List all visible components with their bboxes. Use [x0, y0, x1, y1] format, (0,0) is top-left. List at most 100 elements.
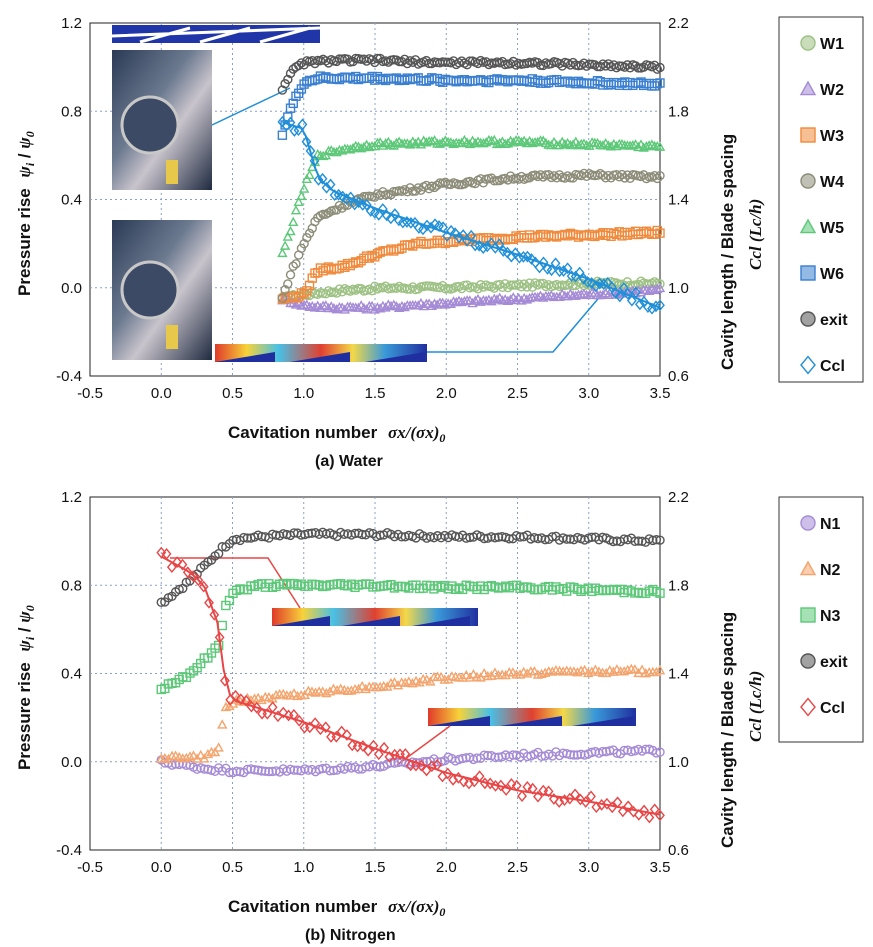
- data-point-ccl: [614, 290, 625, 303]
- y-left-tick-label: 0.8: [61, 103, 82, 120]
- x-tick-label: 3.0: [578, 385, 599, 402]
- data-point-ccl: [639, 804, 649, 817]
- data-point-ccl: [644, 811, 655, 824]
- data-point-exit: [350, 528, 360, 539]
- legend-items: W1 W2 W3 W4 W5 W6 exit Ccl: [799, 35, 848, 375]
- data-point-ccl: [278, 706, 289, 719]
- data-point-n1: [597, 746, 608, 757]
- data-point-w2: [562, 290, 573, 301]
- data-point-exit: [568, 57, 578, 68]
- data-point-w2: [459, 295, 470, 306]
- data-point-n2: [478, 667, 490, 678]
- data-point-w1: [462, 280, 472, 290]
- data-point-w3: [652, 225, 662, 236]
- data-point-ccl: [647, 302, 657, 315]
- legend-item-ccl: Ccl: [800, 697, 845, 717]
- data-point-w5: [643, 140, 655, 150]
- data-point-w5: [521, 137, 533, 148]
- data-point-ccl: [464, 777, 474, 790]
- data-point-n1: [289, 765, 299, 775]
- data-point-n1: [393, 757, 403, 768]
- x-tick-label: -0.5: [77, 385, 103, 402]
- data-point-w1: [516, 282, 527, 292]
- data-point-w3: [304, 280, 315, 291]
- data-point-w5: [489, 134, 500, 145]
- data-point-w4: [285, 270, 296, 280]
- data-point-w6: [291, 91, 301, 101]
- data-point-w4: [429, 182, 440, 193]
- y-left-tick-label: 0.0: [61, 280, 82, 297]
- data-point-ccl: [655, 299, 665, 312]
- legend-item-w6: W6: [800, 265, 844, 283]
- data-point-w6: [649, 81, 660, 91]
- data-point-n2: [184, 751, 196, 761]
- legend-label: W2: [820, 82, 844, 99]
- data-point-w2: [290, 299, 302, 309]
- data-point-n2: [407, 677, 418, 688]
- simulation-strip-bottom: [215, 344, 427, 362]
- data-point-exit: [461, 533, 471, 543]
- data-point-ccl: [182, 566, 193, 579]
- data-point-exit: [655, 535, 665, 545]
- data-point-w4: [296, 243, 307, 254]
- data-point-w2: [489, 293, 500, 303]
- data-point-w1: [538, 278, 548, 289]
- data-point-n2: [461, 669, 472, 680]
- y-right-tick-label: 0.6: [668, 368, 689, 385]
- data-point-n2: [640, 668, 651, 678]
- data-point-w5: [358, 141, 370, 152]
- data-point-w4: [378, 187, 388, 197]
- data-point-ccl: [363, 744, 374, 757]
- data-point-n2: [539, 667, 551, 677]
- data-point-n2: [181, 752, 192, 763]
- y-right-tick-label: 1.8: [668, 103, 689, 120]
- data-point-w4: [543, 169, 554, 180]
- data-point-exit: [228, 535, 238, 545]
- data-point-w2: [497, 295, 508, 305]
- legend-label: W3: [820, 128, 844, 145]
- data-point-ccl: [546, 264, 557, 277]
- data-point-w2: [597, 289, 609, 300]
- data-point-ccl: [345, 191, 356, 204]
- data-point-exit: [651, 535, 662, 545]
- data-point-w4: [600, 173, 611, 183]
- data-point-n2: [374, 681, 386, 691]
- y-left-tick-labels: 1.2 0.8 0.4 0.0 -0.4: [56, 15, 82, 385]
- data-point-n1: [479, 750, 489, 760]
- data-point-exit: [310, 58, 320, 69]
- data-point-w4: [652, 173, 662, 184]
- data-point-ccl: [342, 729, 352, 741]
- data-point-ccl: [166, 561, 177, 574]
- data-point-w2: [491, 294, 503, 304]
- data-point-w5: [633, 141, 644, 152]
- data-point-w2: [576, 289, 587, 299]
- data-point-w4: [291, 259, 301, 269]
- data-point-n1: [325, 766, 335, 776]
- data-point-n2: [285, 690, 296, 700]
- data-point-w5: [559, 138, 571, 149]
- data-point-ccl: [602, 797, 612, 810]
- x-tick-label: 0.5: [222, 859, 243, 876]
- data-point-exit: [465, 56, 475, 66]
- legend-label: N2: [820, 562, 841, 579]
- data-point-exit: [648, 535, 658, 546]
- data-point-n1: [576, 749, 586, 759]
- data-point-n1: [224, 767, 235, 778]
- data-point-exit: [490, 533, 500, 543]
- data-point-w4: [280, 284, 290, 295]
- data-point-exit: [619, 534, 629, 544]
- simulation-strip-top: [111, 25, 321, 44]
- data-point-ccl: [635, 298, 645, 311]
- data-point-n2: [199, 753, 210, 763]
- data-point-n2: [202, 748, 214, 759]
- data-point-ccl: [478, 242, 489, 254]
- data-point-w5: [380, 138, 391, 148]
- data-point-ccl: [301, 135, 312, 148]
- data-point-n1: [260, 766, 271, 777]
- x-tick-label: 0.0: [151, 385, 172, 402]
- data-point-w2: [385, 300, 397, 311]
- legend-item-w5: W5: [799, 218, 844, 237]
- data-point-n2: [500, 669, 511, 680]
- data-point-w2: [353, 302, 364, 312]
- data-point-ccl: [188, 570, 198, 583]
